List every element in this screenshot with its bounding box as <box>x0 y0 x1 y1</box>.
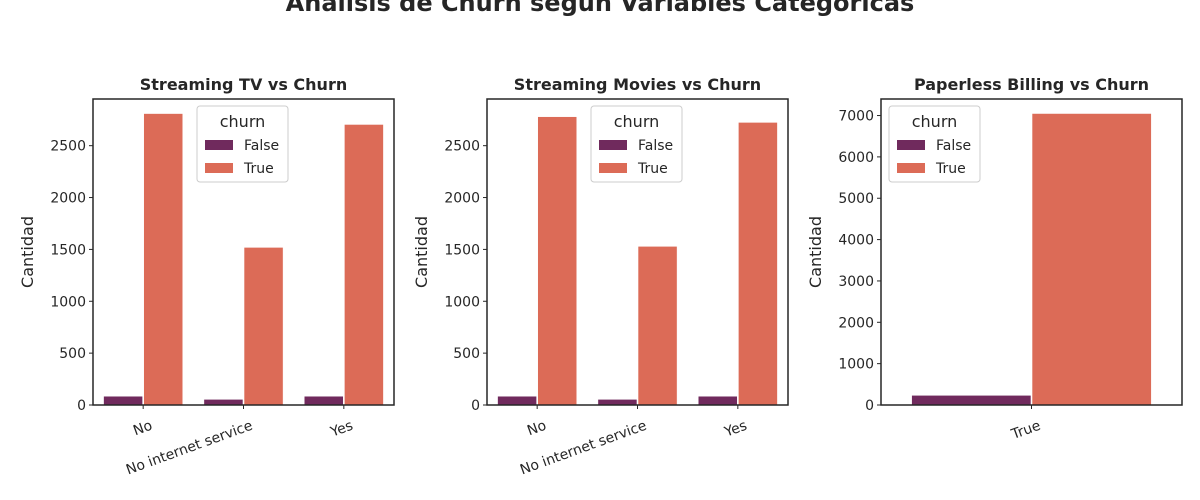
y-tick-label: 0 <box>471 398 480 414</box>
bar-true-0 <box>1031 113 1152 406</box>
y-axis-label: Cantidad <box>18 216 37 288</box>
y-tick-label: 4000 <box>838 233 874 249</box>
bar-false-1 <box>597 398 638 406</box>
y-tick-label: 2500 <box>444 139 480 155</box>
bar-false-0 <box>497 395 537 406</box>
legend-swatch-true <box>897 163 925 173</box>
y-tick-label: 500 <box>59 346 86 362</box>
legend-title: churn <box>220 112 266 131</box>
x-tick-label: No <box>131 418 154 440</box>
bar-false-1 <box>203 398 244 406</box>
y-tick-label: 5000 <box>838 191 874 207</box>
legend: churn False True <box>196 105 289 183</box>
subplot-3: Paperless Billing vs Churn Cantidad 0 1000 2… <box>806 75 1183 444</box>
y-tick-label: 1000 <box>50 294 86 310</box>
legend-label-false: False <box>638 138 673 154</box>
subplot-title: Paperless Billing vs Churn <box>914 75 1149 94</box>
y-tick-label: 6000 <box>838 150 874 166</box>
axes-frame <box>92 98 395 406</box>
y-tick-label: 1000 <box>838 357 874 373</box>
bar-false-0 <box>911 394 1032 406</box>
legend-label-true: True <box>243 161 274 177</box>
bar-true-2 <box>738 122 778 406</box>
legend-label-true: True <box>935 161 966 177</box>
legend: churn False True <box>590 105 683 183</box>
bar-true-2 <box>344 124 384 406</box>
y-tick-label: 0 <box>865 398 874 414</box>
y-tick-label: 1500 <box>444 242 480 258</box>
bar-false-2 <box>303 395 344 406</box>
y-tick-label: 2500 <box>50 139 86 155</box>
legend-label-true: True <box>637 161 668 177</box>
bar-true-1 <box>243 247 284 406</box>
subplot-title: Streaming TV vs Churn <box>140 75 347 94</box>
y-tick-label: 2000 <box>838 315 874 331</box>
y-tick-label: 1000 <box>444 294 480 310</box>
y-tick-label: 0 <box>77 398 86 414</box>
subplot-2: Streaming Movies vs Churn Cantidad 0 500 100… <box>412 75 789 478</box>
subplot-title: Streaming Movies vs Churn <box>514 75 761 94</box>
y-tick-label: 2000 <box>444 191 480 207</box>
x-tick-label: Yes <box>328 418 356 441</box>
bar-false-0 <box>103 395 143 406</box>
subplots: Streaming TV vs Churn Cantidad 0 500 1000 150… <box>18 75 1183 478</box>
bar-true-1 <box>637 245 678 406</box>
legend-swatch-false <box>897 140 925 150</box>
legend-title: churn <box>614 112 660 131</box>
legend-label-false: False <box>244 138 279 154</box>
x-tick-label: True <box>1009 418 1043 444</box>
y-tick-label: 2000 <box>50 191 86 207</box>
figure-title: Análisis de Churn según Variables Categó… <box>286 0 915 17</box>
y-tick-label: 500 <box>453 346 480 362</box>
y-tick-label: 1500 <box>50 242 86 258</box>
legend: churn False True <box>888 105 981 183</box>
x-tick-label: No <box>525 418 548 440</box>
legend-swatch-false <box>205 140 233 150</box>
y-axis-label: Cantidad <box>412 216 431 288</box>
y-axis-label: Cantidad <box>806 216 825 288</box>
bar-false-2 <box>697 395 738 406</box>
legend-swatch-true <box>599 163 627 173</box>
x-tick-label: Yes <box>722 418 750 441</box>
y-tick-label: 3000 <box>838 274 874 290</box>
axes-frame <box>486 98 789 406</box>
subplot-1: Streaming TV vs Churn Cantidad 0 500 1000 150… <box>18 75 395 478</box>
legend-swatch-true <box>205 163 233 173</box>
bar-true-0 <box>143 113 184 406</box>
legend-label-false: False <box>936 138 971 154</box>
legend-swatch-false <box>599 140 627 150</box>
y-tick-label: 7000 <box>838 109 874 125</box>
bar-true-0 <box>537 116 578 406</box>
legend-title: churn <box>912 112 958 131</box>
axes-frame <box>880 98 1183 406</box>
